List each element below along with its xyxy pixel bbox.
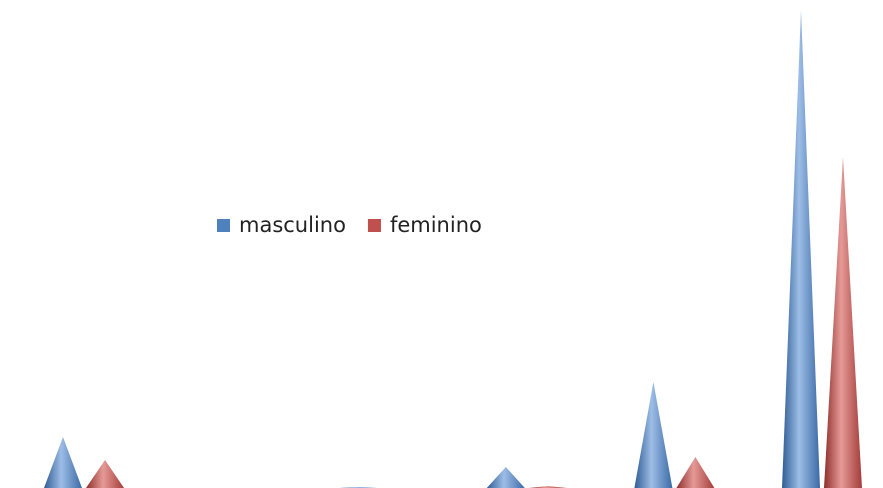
cone [486,467,525,488]
legend-swatch [367,219,381,232]
cone [676,457,715,488]
cone [86,460,124,488]
cone [634,382,673,488]
cone [782,10,820,488]
cone [824,157,862,488]
cone [44,437,82,488]
legend-label: masculino [239,213,346,237]
legend-label: feminino [390,213,482,237]
legend-swatch [217,219,230,232]
